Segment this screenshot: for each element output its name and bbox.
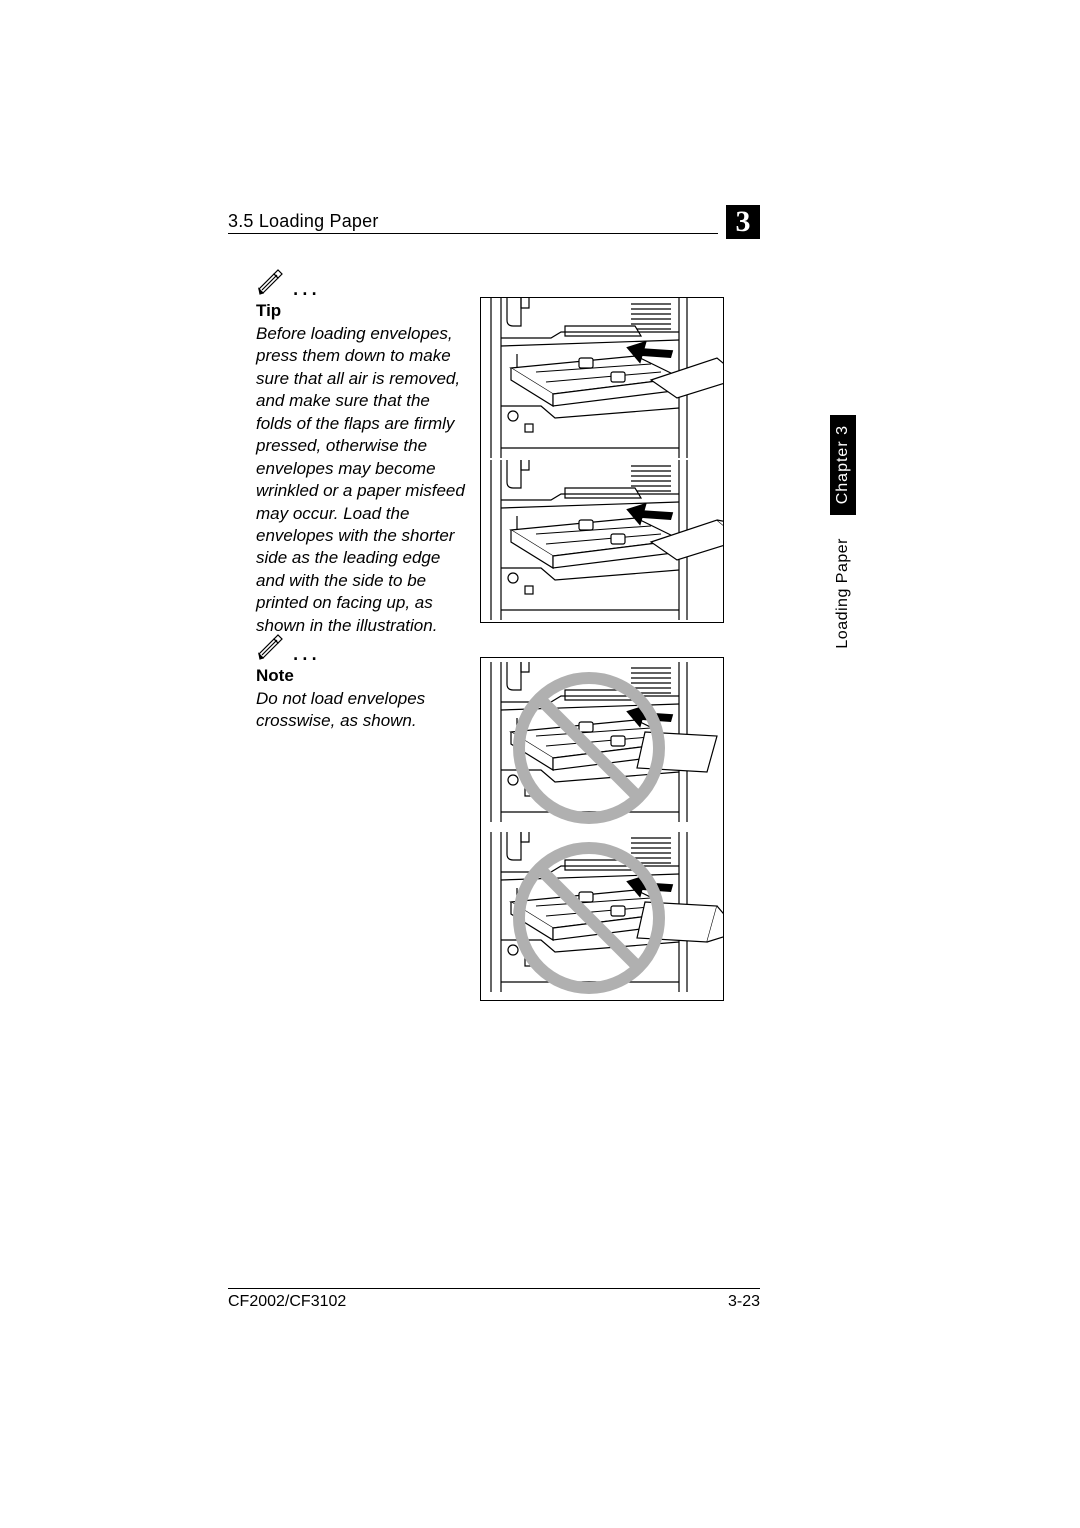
side-chapter-tab: Chapter 3 [830,415,856,515]
note-body: Do not load envelopes crosswise, as show… [256,688,468,733]
side-section-tab: Loading Paper [830,523,856,663]
header-rule [228,233,718,234]
tip-callout: ... Tip Before loading envelopes, press … [256,265,468,637]
figure-correct-loading [480,297,724,623]
chapter-number-badge: 3 [726,205,760,239]
figure-incorrect-loading [480,657,724,1001]
note-callout: ... Note Do not load envelopes crosswise… [256,630,468,733]
footer-rule [228,1288,760,1289]
side-chapter-label: Chapter 3 [834,425,852,504]
side-section-label: Loading Paper [834,538,852,649]
ellipsis-icon: ... [292,281,320,295]
pencil-icon [256,630,286,660]
note-icon-row: ... [256,630,468,660]
footer-model: CF2002/CF3102 [228,1293,346,1311]
pencil-icon [256,265,286,295]
side-tab: Chapter 3 Loading Paper [826,415,856,635]
note-title: Note [256,666,468,686]
tip-icon-row: ... [256,265,468,295]
page-content: 3.5 Loading Paper 3 Chapter 3 Loading Pa… [228,205,856,1313]
footer-page-number: 3-23 [728,1293,760,1311]
tip-body: Before loading envelopes, press them dow… [256,323,468,637]
ellipsis-icon: ... [292,646,320,660]
tip-title: Tip [256,301,468,321]
section-heading: 3.5 Loading Paper [228,211,379,232]
chapter-number: 3 [736,205,751,239]
